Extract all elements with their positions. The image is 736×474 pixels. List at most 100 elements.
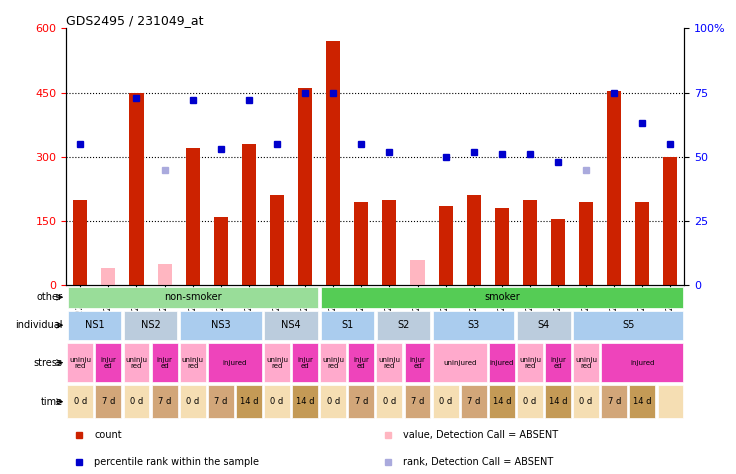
Text: 7 d: 7 d bbox=[102, 397, 115, 406]
Text: uninju
red: uninju red bbox=[322, 356, 344, 369]
Bar bbox=[208, 385, 234, 418]
Text: smoker: smoker bbox=[484, 292, 520, 302]
Text: time: time bbox=[40, 397, 63, 407]
Text: uninju
red: uninju red bbox=[126, 356, 147, 369]
Bar bbox=[152, 385, 177, 418]
Bar bbox=[292, 343, 318, 382]
Bar bbox=[96, 385, 121, 418]
Text: stress: stress bbox=[34, 357, 63, 368]
Bar bbox=[180, 385, 205, 418]
Bar bbox=[573, 385, 599, 418]
Bar bbox=[545, 343, 571, 382]
Bar bbox=[601, 343, 683, 382]
Bar bbox=[348, 385, 374, 418]
Text: uninjured: uninjured bbox=[443, 360, 476, 365]
Bar bbox=[377, 385, 403, 418]
Bar bbox=[298, 88, 312, 285]
Text: 7 d: 7 d bbox=[355, 397, 368, 406]
Bar bbox=[124, 310, 177, 340]
Text: percentile rank within the sample: percentile rank within the sample bbox=[94, 457, 259, 467]
Text: uninju
red: uninju red bbox=[69, 356, 91, 369]
Bar bbox=[433, 343, 486, 382]
Bar bbox=[264, 310, 318, 340]
Bar bbox=[517, 385, 543, 418]
Bar bbox=[264, 385, 290, 418]
Text: S4: S4 bbox=[538, 320, 550, 330]
Text: other: other bbox=[37, 292, 63, 302]
Text: S2: S2 bbox=[397, 320, 410, 330]
Bar bbox=[96, 343, 121, 382]
Text: NS3: NS3 bbox=[211, 320, 230, 330]
Text: NS2: NS2 bbox=[141, 320, 160, 330]
Bar bbox=[124, 385, 149, 418]
Text: injur
ed: injur ed bbox=[409, 356, 425, 369]
Text: uninju
red: uninju red bbox=[182, 356, 204, 369]
Bar bbox=[517, 343, 543, 382]
Bar bbox=[411, 260, 425, 285]
Text: injur
ed: injur ed bbox=[353, 356, 369, 369]
Text: 7 d: 7 d bbox=[411, 397, 424, 406]
Bar bbox=[601, 385, 627, 418]
Text: 0 d: 0 d bbox=[270, 397, 283, 406]
Bar bbox=[213, 217, 228, 285]
Text: 0 d: 0 d bbox=[383, 397, 396, 406]
Bar bbox=[348, 343, 374, 382]
Bar bbox=[270, 195, 284, 285]
Text: rank, Detection Call = ABSENT: rank, Detection Call = ABSENT bbox=[403, 457, 553, 467]
Text: S5: S5 bbox=[622, 320, 634, 330]
Text: 0 d: 0 d bbox=[439, 397, 452, 406]
Bar bbox=[236, 385, 262, 418]
Text: injur
ed: injur ed bbox=[100, 356, 116, 369]
Bar bbox=[74, 200, 88, 285]
Bar bbox=[405, 385, 431, 418]
Bar bbox=[68, 286, 318, 308]
Text: value, Detection Call = ABSENT: value, Detection Call = ABSENT bbox=[403, 430, 559, 440]
Bar bbox=[433, 310, 514, 340]
Text: injured: injured bbox=[489, 360, 514, 365]
Bar bbox=[185, 148, 199, 285]
Bar bbox=[489, 385, 514, 418]
Text: 14 d: 14 d bbox=[296, 397, 314, 406]
Bar bbox=[461, 385, 486, 418]
Bar bbox=[321, 286, 683, 308]
Bar bbox=[573, 310, 683, 340]
Text: count: count bbox=[94, 430, 121, 440]
Text: 7 d: 7 d bbox=[214, 397, 227, 406]
Bar bbox=[354, 202, 368, 285]
Bar bbox=[158, 264, 171, 285]
Bar bbox=[180, 343, 205, 382]
Bar bbox=[377, 343, 403, 382]
Text: 7 d: 7 d bbox=[158, 397, 171, 406]
Text: injur
ed: injur ed bbox=[550, 356, 566, 369]
Text: individual: individual bbox=[15, 320, 63, 330]
Bar bbox=[517, 310, 570, 340]
Bar bbox=[208, 343, 262, 382]
Bar bbox=[495, 208, 509, 285]
Text: S1: S1 bbox=[341, 320, 353, 330]
Text: 7 d: 7 d bbox=[467, 397, 481, 406]
Bar bbox=[377, 310, 430, 340]
Text: 0 d: 0 d bbox=[327, 397, 340, 406]
Text: 14 d: 14 d bbox=[633, 397, 651, 406]
Text: uninju
red: uninju red bbox=[575, 356, 597, 369]
Text: injur
ed: injur ed bbox=[157, 356, 172, 369]
Text: GDS2495 / 231049_at: GDS2495 / 231049_at bbox=[66, 14, 204, 27]
Bar bbox=[152, 343, 177, 382]
Text: uninju
red: uninju red bbox=[378, 356, 400, 369]
Text: NS1: NS1 bbox=[85, 320, 105, 330]
Bar bbox=[405, 343, 431, 382]
Bar bbox=[242, 144, 256, 285]
Bar bbox=[523, 200, 537, 285]
Bar bbox=[439, 206, 453, 285]
Bar bbox=[607, 91, 621, 285]
Text: 7 d: 7 d bbox=[607, 397, 621, 406]
Text: 14 d: 14 d bbox=[492, 397, 511, 406]
Bar bbox=[433, 385, 459, 418]
Bar bbox=[663, 157, 677, 285]
Bar bbox=[629, 385, 655, 418]
Text: 0 d: 0 d bbox=[186, 397, 199, 406]
Text: 0 d: 0 d bbox=[579, 397, 592, 406]
Bar bbox=[545, 385, 571, 418]
Text: injur
ed: injur ed bbox=[297, 356, 313, 369]
Bar bbox=[657, 385, 683, 418]
